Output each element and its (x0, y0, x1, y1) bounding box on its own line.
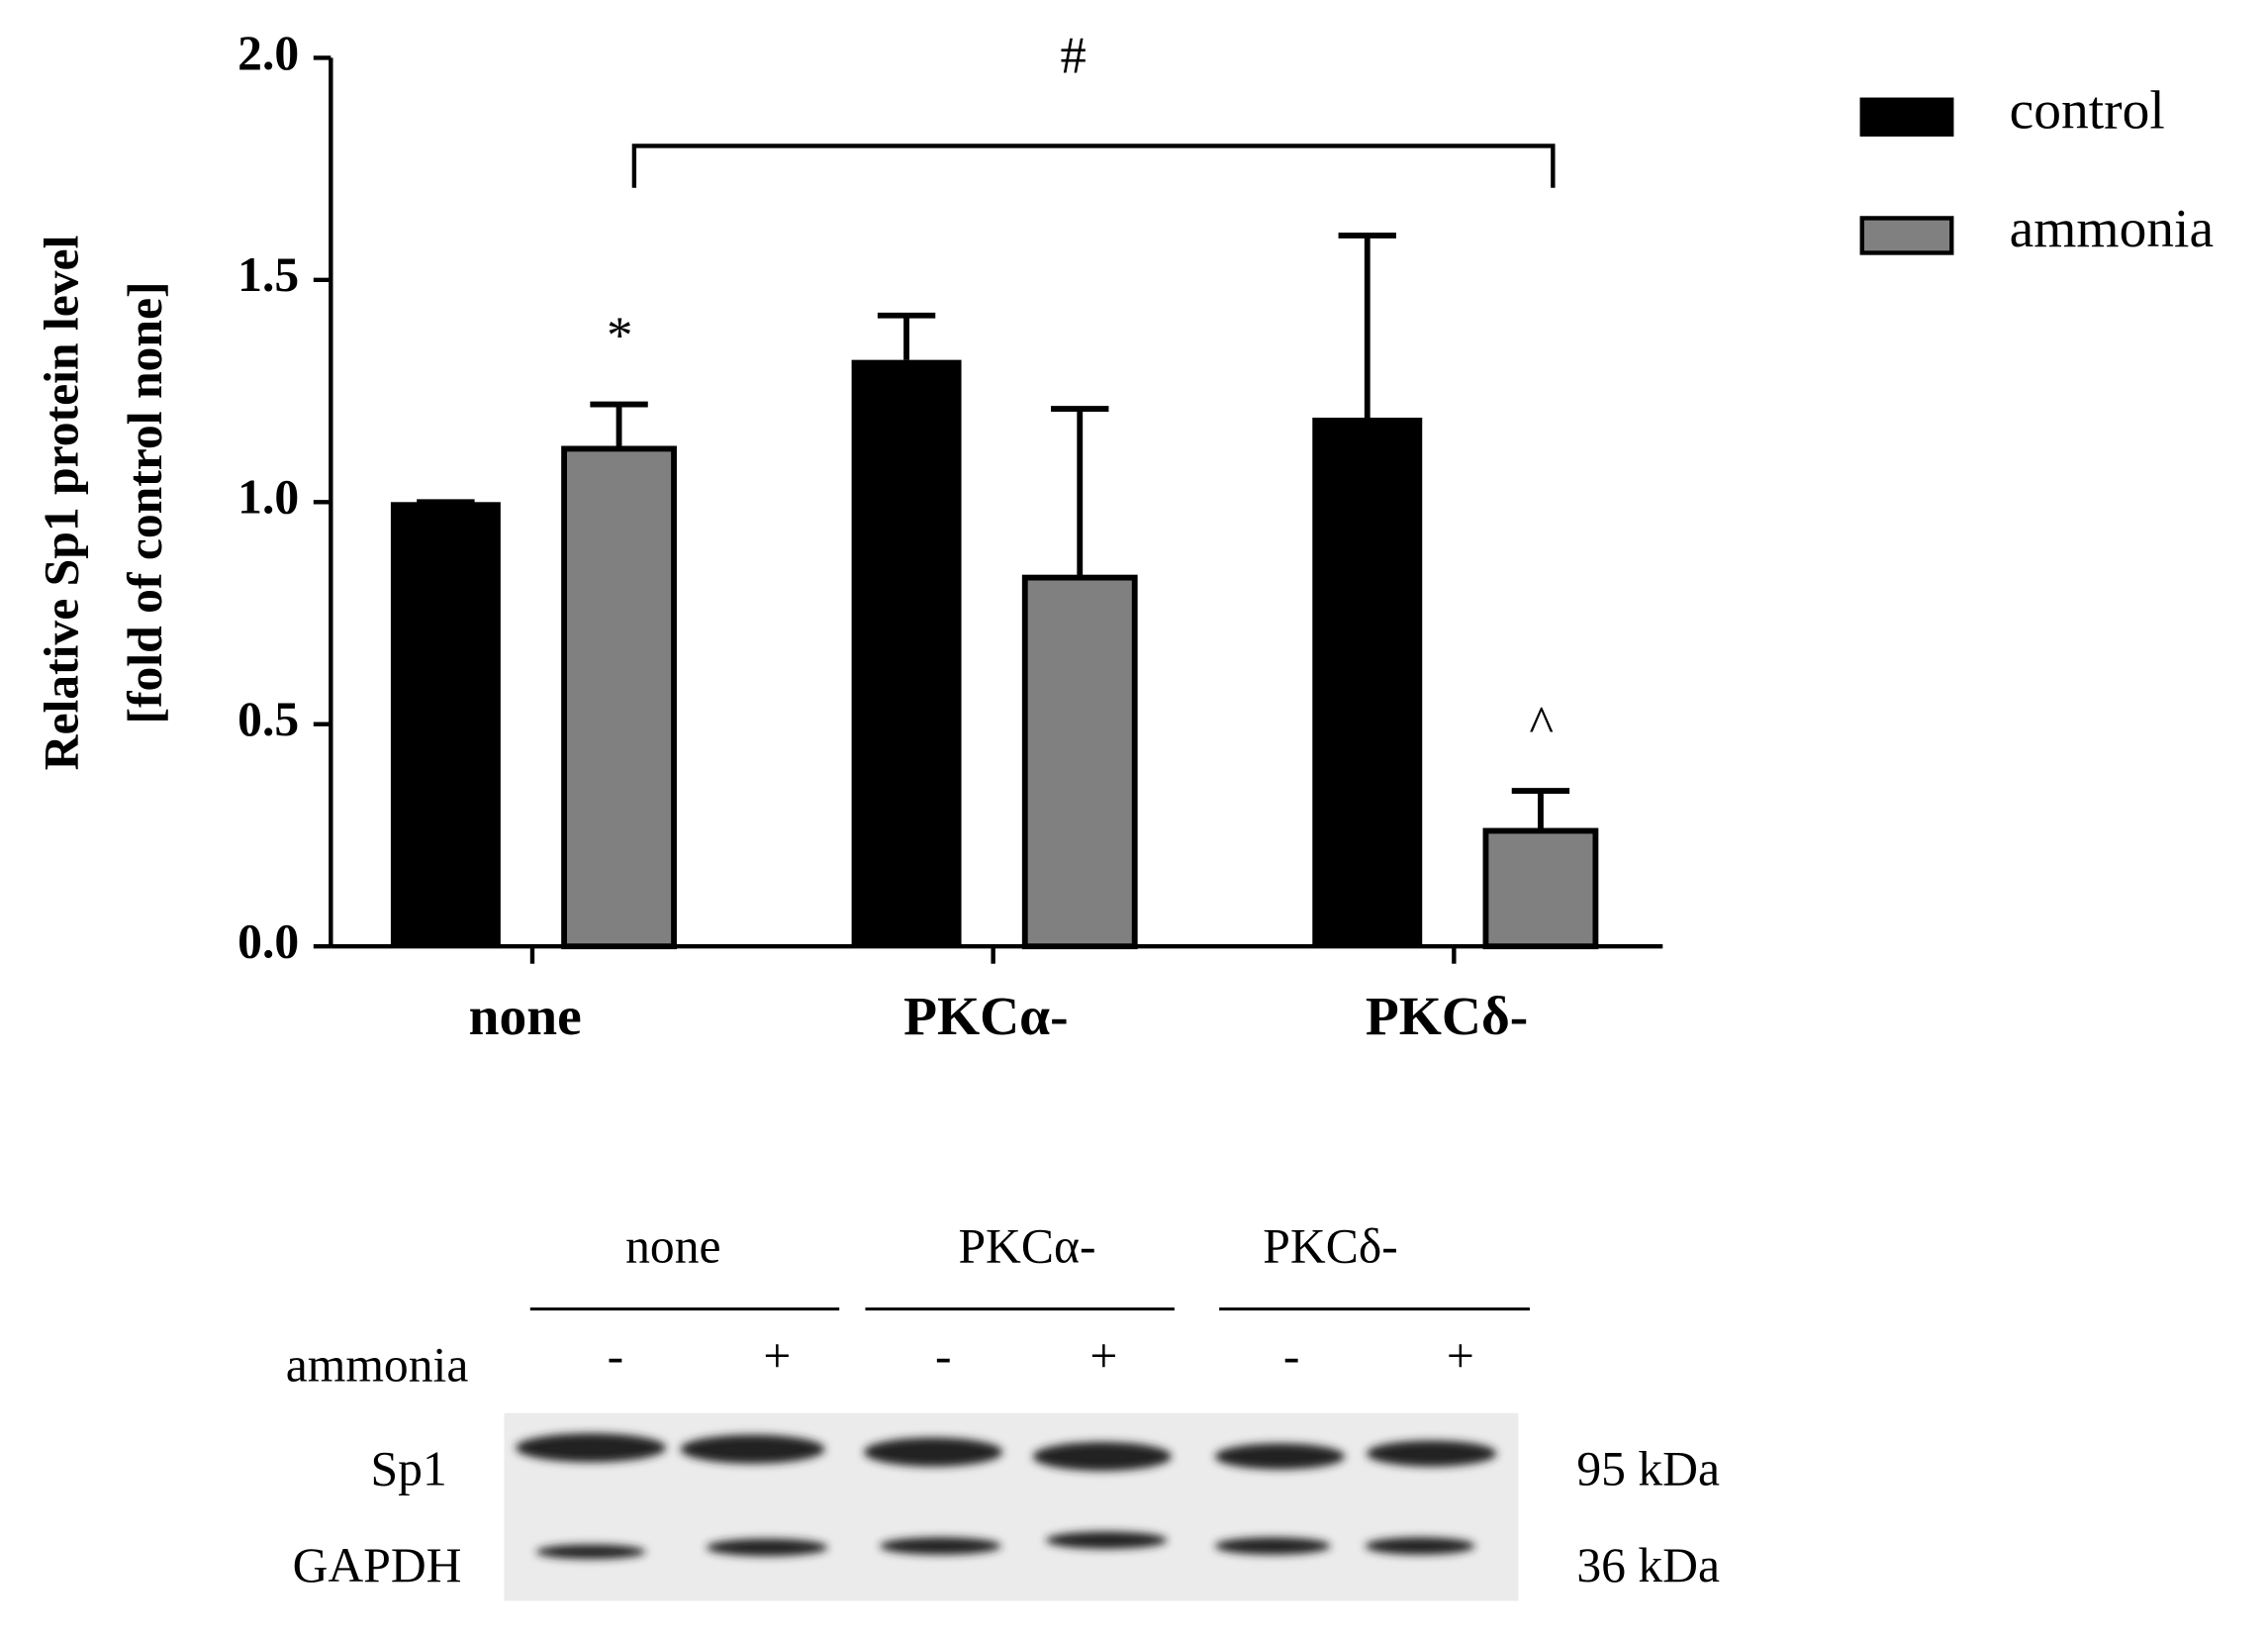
bar (1021, 574, 1138, 950)
error-bar (1051, 406, 1109, 578)
blot-row-label: GAPDH (293, 1538, 462, 1592)
y-tick-label: 0.5 (237, 692, 299, 746)
error-bar (1338, 233, 1396, 419)
blot-bands (516, 1433, 1497, 1560)
y-axis-label: Relative Sp1 protein level (35, 236, 89, 771)
x-tick-label: PKCδ- (1366, 986, 1528, 1046)
x-tick-label: PKCα- (903, 986, 1069, 1046)
blot-size-label: 36 kDa (1576, 1538, 1720, 1592)
bar (851, 359, 962, 947)
legend-swatch (1859, 216, 1954, 255)
bar (1482, 827, 1599, 950)
annotation: * (607, 308, 632, 365)
blot-group-label: PKCα- (958, 1219, 1095, 1274)
legend-label: control (2010, 80, 2165, 141)
y-tick-label: 2.0 (237, 26, 299, 80)
y-tick-label: 1.0 (237, 470, 299, 525)
y-tick-label: 1.5 (237, 247, 299, 302)
blot-group-label: none (625, 1219, 720, 1274)
y-axis-label: [fold of control none] (118, 281, 172, 723)
bar (390, 502, 501, 947)
blot-group-label: PKCδ- (1263, 1219, 1397, 1274)
blot-treatment-label: ammonia (286, 1337, 469, 1392)
error-bar (590, 401, 648, 449)
blot-size-label: 95 kDa (1576, 1441, 1720, 1495)
blot-sign: + (1447, 1329, 1474, 1384)
blot-sign: - (935, 1329, 952, 1384)
bar (561, 445, 677, 950)
blot-image (504, 1412, 1519, 1601)
error-bar (877, 312, 936, 360)
y-tick-label: 0.0 (237, 915, 299, 969)
x-tick-label: none (469, 986, 582, 1046)
blot-sign: + (1089, 1329, 1117, 1384)
legend-label: ammonia (2010, 198, 2214, 258)
significance-bracket (631, 144, 1556, 188)
blot-sign: - (608, 1329, 624, 1384)
error-bar (1511, 788, 1570, 831)
blot-row-label: Sp1 (371, 1441, 447, 1495)
blot-sign: - (1283, 1329, 1300, 1384)
bar (1312, 418, 1423, 947)
annotation: # (1061, 27, 1087, 84)
annotation: ^ (1529, 696, 1554, 753)
legend-swatch (1859, 97, 1954, 137)
blot-sign: + (763, 1329, 791, 1384)
